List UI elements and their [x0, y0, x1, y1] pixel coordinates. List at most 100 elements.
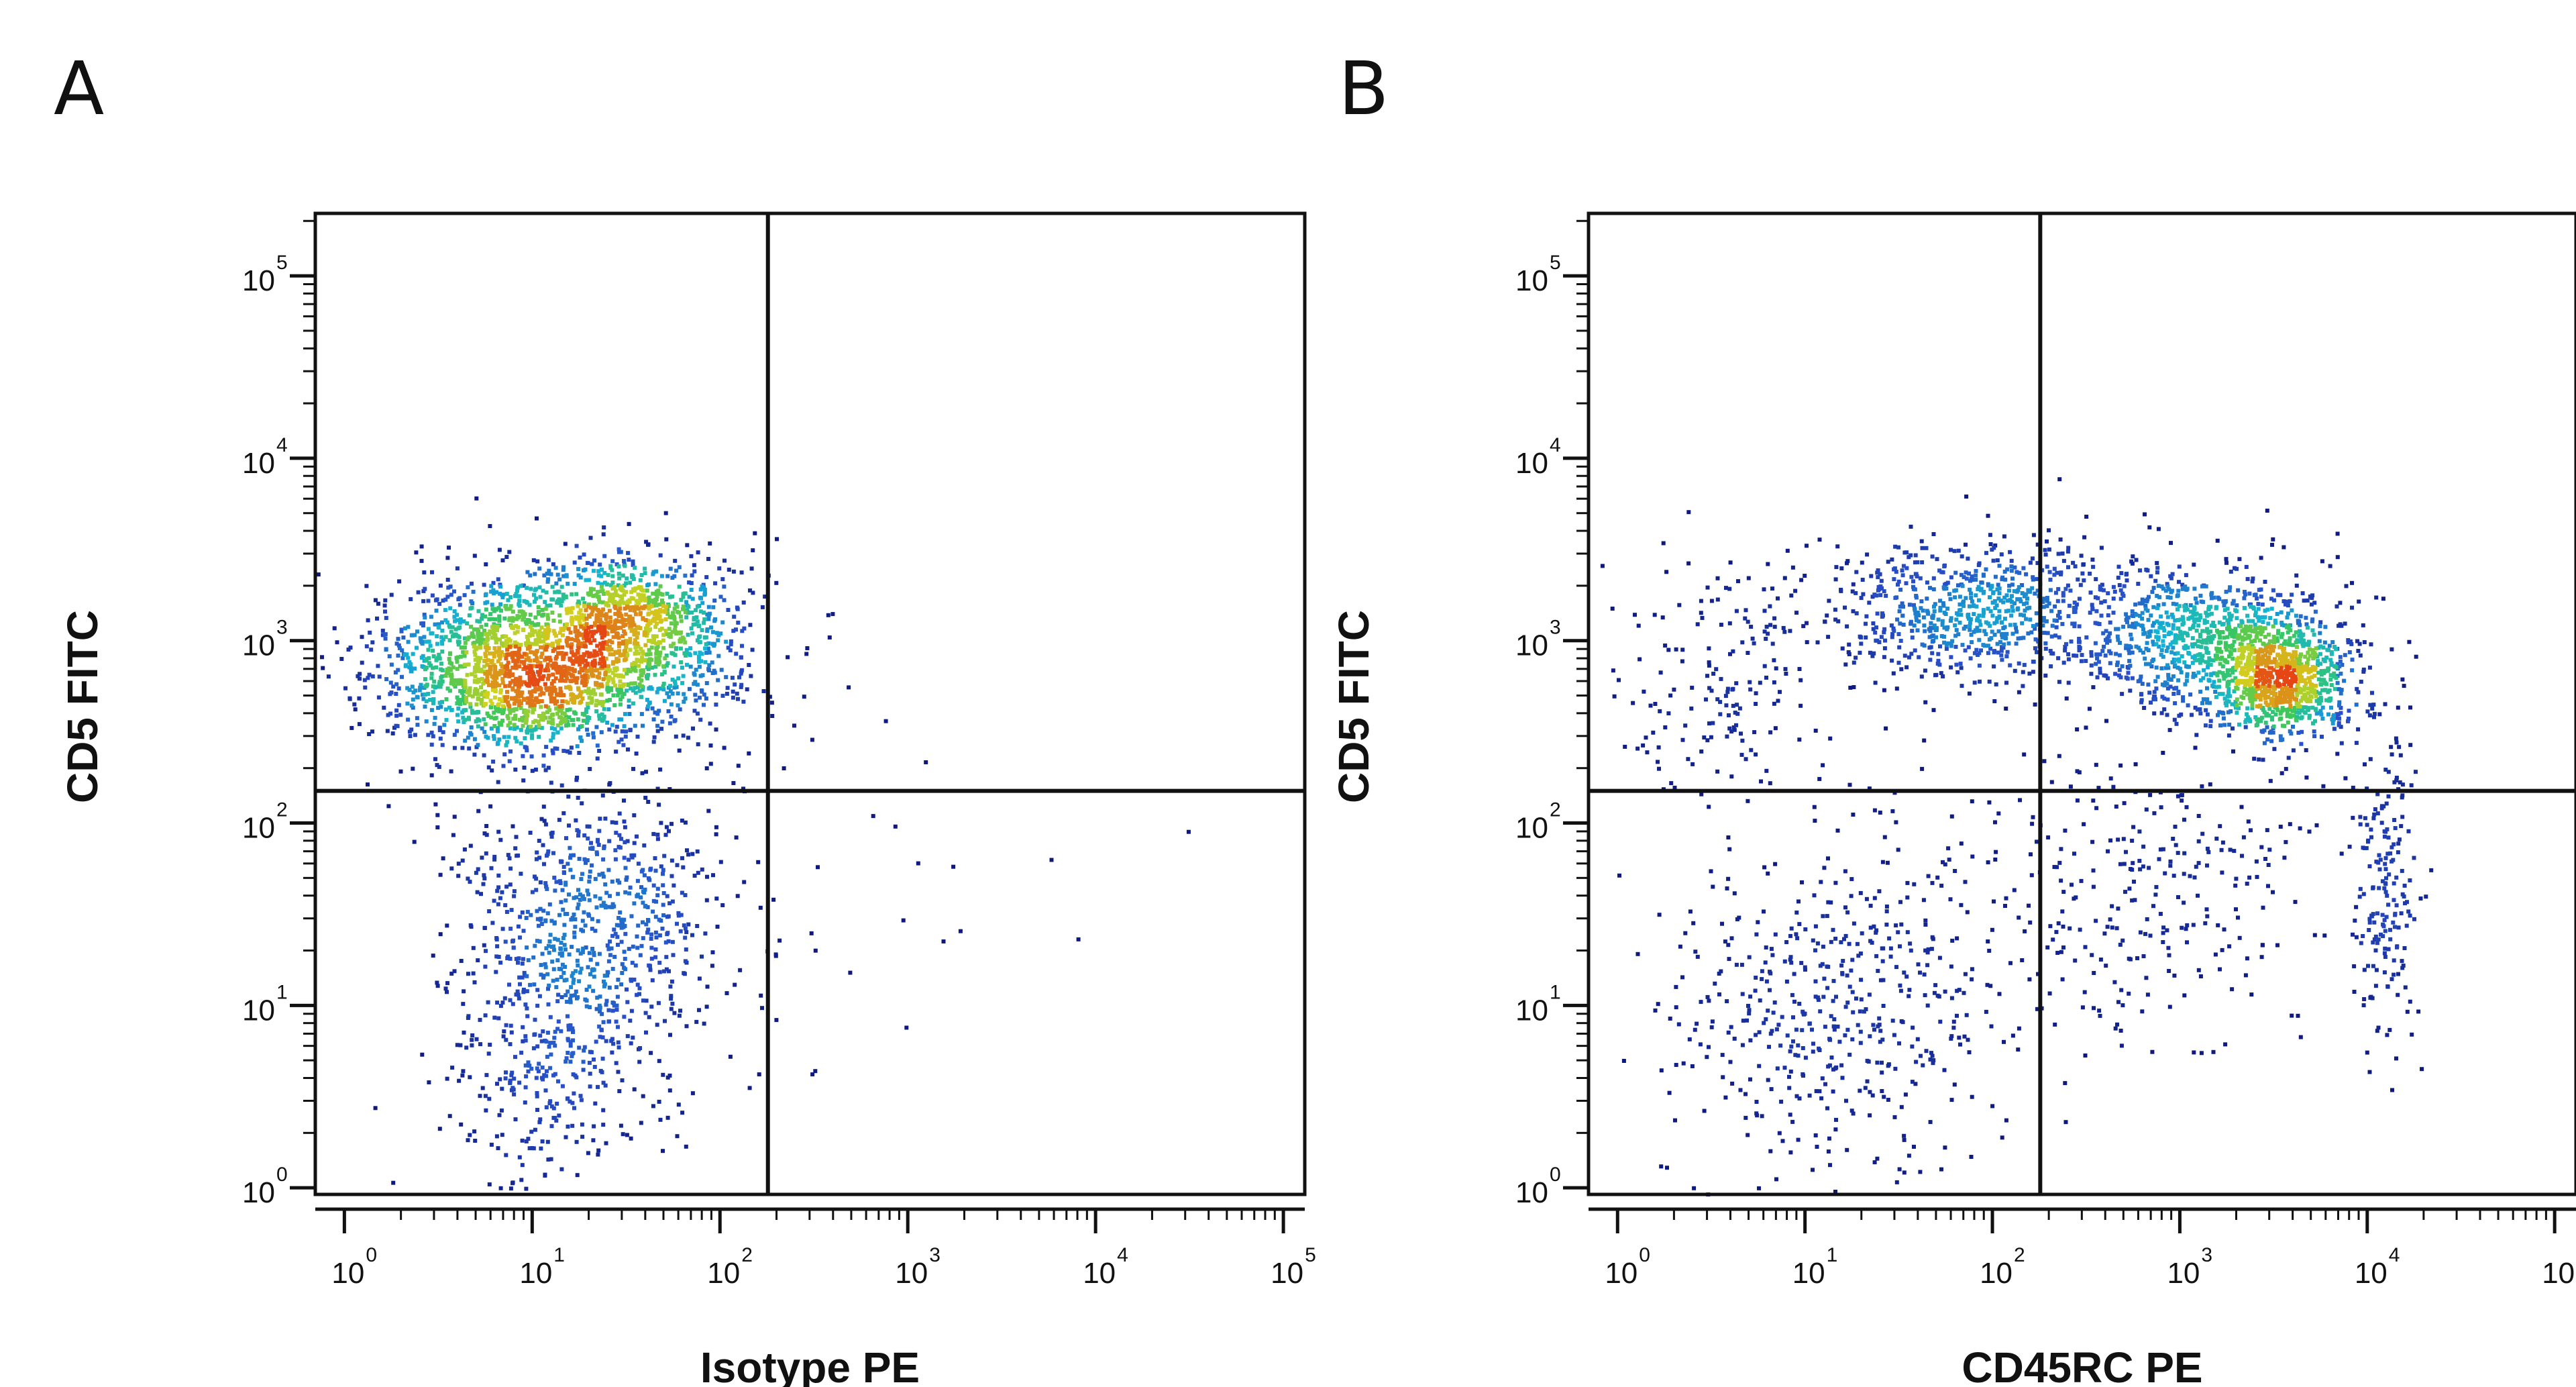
event-point [549, 713, 554, 717]
event-point [652, 612, 657, 617]
event-point [600, 793, 605, 798]
event-point [2180, 792, 2184, 797]
event-point [1720, 921, 1724, 926]
event-point [827, 635, 832, 639]
event-point [550, 641, 555, 646]
event-point [497, 548, 502, 552]
event-point [1935, 875, 1940, 880]
event-point [623, 631, 627, 636]
event-point [1890, 1019, 1895, 1023]
event-point [545, 625, 550, 629]
event-point [1872, 808, 1877, 813]
event-point [608, 652, 612, 657]
event-point [1821, 944, 1825, 949]
event-point [571, 1038, 575, 1043]
event-point [525, 635, 529, 639]
event-point [624, 729, 628, 734]
event-point [575, 828, 580, 833]
event-point [605, 621, 610, 625]
event-point [2079, 878, 2084, 883]
event-point [439, 635, 444, 639]
event-point [2042, 759, 2047, 764]
event-point [1811, 1168, 1815, 1172]
event-point [613, 668, 618, 673]
event-point [568, 1060, 573, 1064]
event-point [2124, 850, 2128, 854]
event-point [505, 648, 510, 652]
event-point [569, 853, 574, 858]
event-point [570, 617, 574, 622]
event-point [564, 678, 568, 683]
event-point [585, 701, 590, 706]
event-point [615, 693, 620, 698]
event-point [580, 950, 585, 954]
event-point [2127, 991, 2131, 996]
event-point [641, 723, 645, 728]
event-point [1902, 1137, 1907, 1142]
event-point [405, 701, 410, 706]
event-point [491, 760, 496, 764]
event-point [561, 574, 566, 578]
event-point [622, 593, 627, 597]
event-point [508, 638, 513, 643]
event-point [606, 664, 611, 668]
event-point [616, 625, 621, 630]
event-point [653, 947, 658, 952]
event-point [408, 662, 413, 666]
event-point [581, 929, 585, 933]
event-point [553, 701, 557, 706]
event-point [429, 730, 434, 735]
event-point [1748, 994, 1753, 999]
event-point [699, 688, 704, 692]
event-point [508, 1186, 513, 1191]
event-point [2401, 964, 2406, 968]
event-point [1957, 988, 1962, 992]
event-point [1781, 625, 1786, 630]
event-point [406, 625, 411, 629]
event-point [1743, 1092, 1748, 1096]
event-point [704, 766, 709, 770]
event-point [616, 644, 621, 649]
event-point [2047, 528, 2051, 533]
event-point [1851, 609, 1856, 613]
event-point [555, 978, 559, 982]
event-point [531, 707, 535, 711]
event-point [559, 584, 564, 589]
event-point [2033, 702, 2037, 707]
event-point [2066, 680, 2071, 685]
event-point [445, 981, 449, 986]
event-point [423, 586, 427, 591]
event-point [513, 594, 517, 599]
event-point [540, 717, 545, 721]
event-point [639, 712, 644, 717]
event-point [473, 674, 478, 678]
event-point [649, 604, 654, 609]
event-point [1762, 909, 1766, 914]
event-point [2400, 959, 2404, 964]
event-point [1754, 1033, 1758, 1037]
event-point [472, 670, 477, 674]
event-point [592, 951, 596, 956]
event-point [445, 556, 450, 560]
event-point [455, 681, 460, 686]
event-point [647, 663, 651, 668]
event-point [1797, 1096, 1802, 1100]
event-point [1845, 1147, 1849, 1152]
event-point [579, 666, 584, 671]
event-point [1839, 940, 1843, 945]
event-point [663, 628, 668, 633]
event-point [623, 967, 628, 972]
event-point [593, 661, 598, 666]
event-point [767, 695, 772, 699]
event-point [649, 932, 654, 937]
event-point [1698, 1042, 1703, 1047]
event-point [616, 739, 621, 744]
event-point [2182, 817, 2186, 822]
event-point [2049, 780, 2054, 784]
event-point [661, 604, 665, 609]
event-point [644, 626, 648, 631]
event-point [570, 678, 575, 683]
event-point [570, 1123, 575, 1128]
event-point [1899, 922, 1904, 927]
event-point [531, 955, 536, 960]
